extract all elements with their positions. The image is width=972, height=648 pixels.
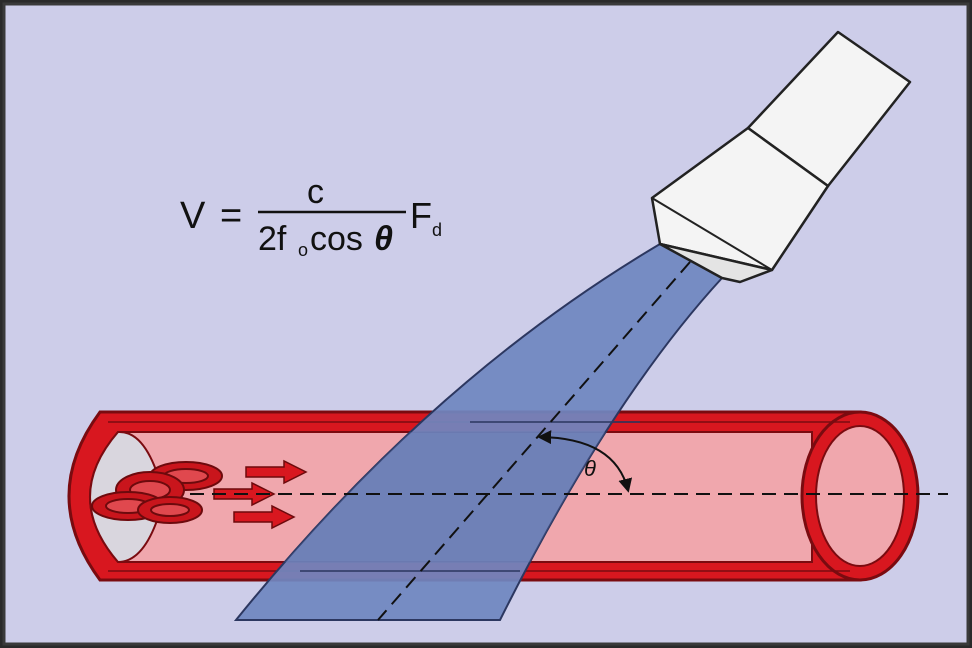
doppler-formula: V = c 2f o cos θ F d: [180, 173, 442, 260]
angle-label: θ: [584, 456, 596, 481]
red-blood-cells: [91, 461, 223, 524]
formula-numerator: c: [307, 173, 324, 211]
vessel-end-opening: [815, 425, 905, 567]
angle-arc: [537, 430, 633, 493]
ultrasound-beam: [233, 242, 724, 621]
formula-denominator-subscript: o: [298, 240, 308, 260]
probe-face: [658, 242, 774, 284]
formula-denominator-coeff: 2f: [258, 220, 287, 258]
formula-rhs-symbol: F: [410, 195, 432, 236]
formula-denominator-cos: cos: [310, 220, 363, 258]
flow-arrow: [233, 504, 296, 530]
beam-axis-line: [377, 261, 691, 621]
formula-denominator-theta: θ: [374, 220, 393, 258]
formula-rhs-subscript: d: [432, 220, 442, 240]
formula-lhs: V: [180, 195, 206, 237]
formula-equals: =: [220, 195, 242, 237]
transducer-probe: [650, 30, 912, 284]
flow-arrow: [245, 459, 308, 485]
